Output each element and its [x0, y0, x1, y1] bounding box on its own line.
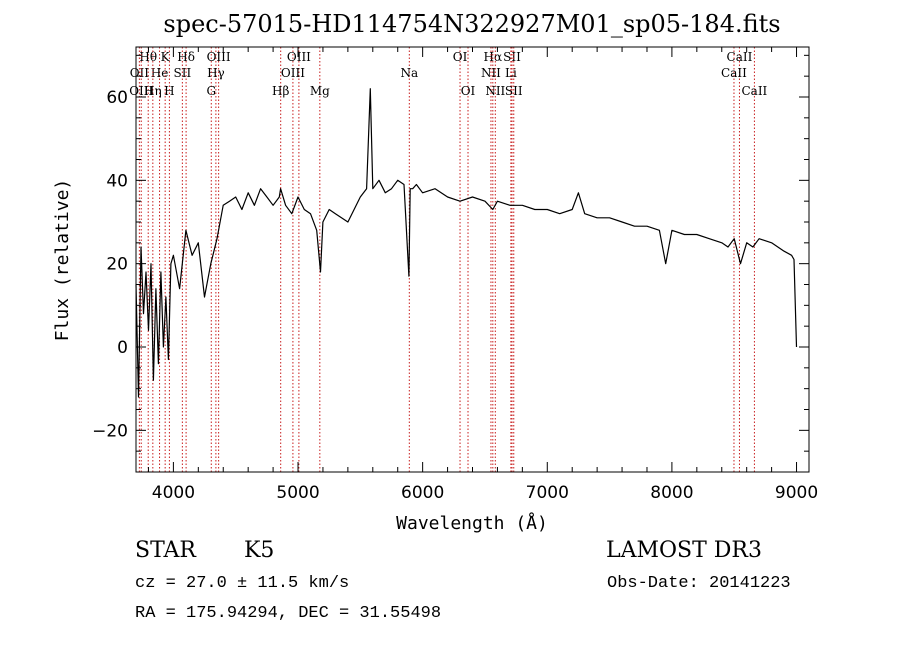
line-marker-label: OIII — [129, 84, 153, 98]
line-marker-label: Hβ — [272, 84, 289, 98]
line-marker-label: H — [164, 84, 174, 98]
y-tick-label: 60 — [106, 88, 128, 108]
line-marker-label: SII — [505, 84, 523, 98]
y-tick-label: 20 — [106, 255, 128, 275]
x-tick-label: 5000 — [276, 483, 319, 503]
survey-label: LAMOST DR3 — [606, 538, 762, 563]
line-marker-label: Mg — [310, 84, 330, 98]
obs-date-label: Obs-Date: 20141223 — [607, 574, 791, 593]
plot-frame — [135, 46, 810, 473]
line-marker-label: Hα — [484, 50, 503, 64]
spectrum-series — [135, 88, 798, 398]
y-tick-label: 40 — [106, 171, 128, 191]
line-marker-label: OI — [453, 50, 468, 64]
line-marker-label: OI — [461, 84, 476, 98]
line-marker-label: NII — [485, 84, 505, 98]
y-tick-label: 0 — [117, 338, 128, 358]
redshift-label: cz = 27.0 ± 11.5 km/s — [135, 574, 350, 593]
line-marker-label: NII — [481, 66, 501, 80]
line-marker-label: Na — [400, 66, 418, 80]
class-label: STAR K5 — [135, 538, 274, 563]
line-marker-label: G — [206, 84, 216, 98]
x-tick-label: 9000 — [775, 483, 818, 503]
spectrum-line — [135, 88, 798, 398]
y-axis-label: Flux (relative) — [52, 179, 73, 342]
plot-axes: 4000 5000 6000 7000 8000 9000 −20 0 20 40 60 — [92, 46, 818, 503]
line-marker-label: Hδ — [177, 50, 195, 64]
star-class: STAR — [135, 538, 196, 563]
coordinates-label: RA = 175.94294, DEC = 31.55498 — [135, 604, 442, 623]
x-tick-label: 7000 — [526, 483, 569, 503]
chart-title: spec-57015-HD114754N322927M01_sp05-184.f… — [163, 10, 780, 38]
line-marker-label: K — [161, 50, 171, 64]
line-marker-label: CaII — [721, 66, 747, 80]
line-marker-label: SII — [174, 66, 192, 80]
y-tick-label: −20 — [92, 421, 128, 441]
line-marker-label: CaII — [727, 50, 753, 64]
line-marker-label: OIII — [281, 66, 305, 80]
line-marker-label: OIII — [207, 50, 231, 64]
x-tick-label: 4000 — [152, 483, 195, 503]
line-marker-label: Li — [505, 66, 517, 80]
line-marker-label: OII — [130, 66, 150, 80]
x-tick-label: 6000 — [401, 483, 444, 503]
line-marker-label: Hθ — [139, 50, 157, 64]
axis-labels: spec-57015-HD114754N322927M01_sp05-184.f… — [52, 10, 781, 534]
star-subclass: K5 — [244, 538, 275, 563]
line-marker-label: SII — [503, 50, 521, 64]
line-marker-label: OIII — [287, 50, 311, 64]
x-axis-label: Wavelength (Å) — [396, 512, 548, 534]
line-marker-label: Hη — [144, 84, 162, 98]
x-tick-label: 8000 — [650, 483, 693, 503]
line-marker-label: Hγ — [207, 66, 225, 80]
line-marker-label: He — [151, 66, 169, 80]
line-marker-label: CaII — [741, 84, 767, 98]
